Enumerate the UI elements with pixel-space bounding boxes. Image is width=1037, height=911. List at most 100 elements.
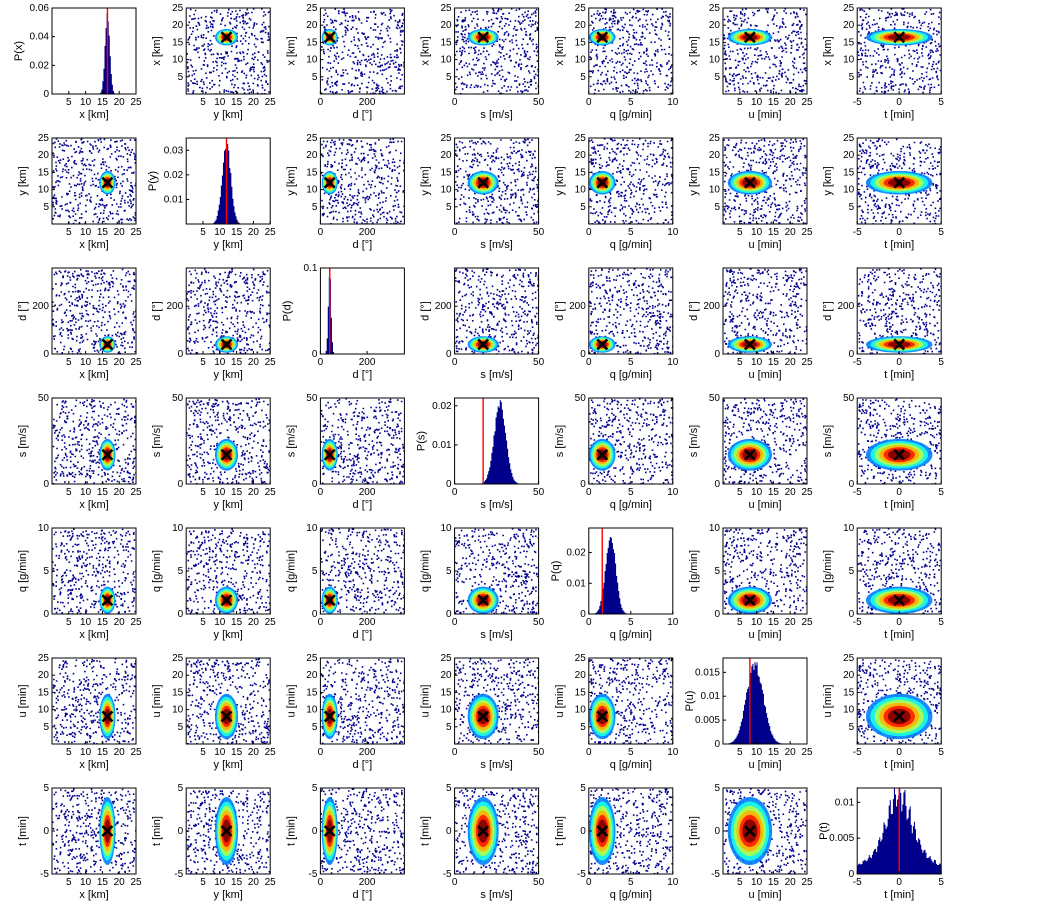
y-tick-label: 5 <box>43 202 49 213</box>
x-tick-label: 10 <box>80 227 92 238</box>
y-tick-label: 0.01 <box>835 797 855 808</box>
y-tick-label: 20 <box>843 150 855 161</box>
y-axis-label: u [min] <box>554 684 566 717</box>
x-axis-label: x [km] <box>79 499 108 511</box>
x-axis-label: t [min] <box>884 239 914 251</box>
x-tick-label: 0 <box>452 747 458 758</box>
truth-marker <box>220 825 233 837</box>
x-tick-label: 10 <box>751 877 763 888</box>
histogram-bars <box>320 277 405 354</box>
y-axis-label: q [g/min] <box>420 550 432 592</box>
y-tick-label: 200 <box>435 301 452 312</box>
truth-marker <box>323 825 336 837</box>
truth-marker <box>323 448 336 461</box>
truth-marker <box>477 710 490 723</box>
x-tick-label: -5 <box>853 747 862 758</box>
x-tick-label: 20 <box>785 227 797 238</box>
x-tick-label: 0 <box>318 97 324 108</box>
truth-marker <box>596 176 609 189</box>
x-tick-label: 0 <box>452 357 458 368</box>
plot-frame <box>319 657 405 745</box>
y-tick-label: -5 <box>443 869 452 880</box>
y-tick-label: 10 <box>843 523 855 534</box>
histogram-bars <box>588 537 673 614</box>
x-tick-label: 15 <box>768 747 780 758</box>
y-tick-label: 5 <box>714 566 720 577</box>
y-tick-label: 15 <box>172 687 184 698</box>
scatter-y-vs-t: 5 10 15 20 25 y [km] -5 0 5 t [min] <box>822 133 944 251</box>
scatter-points <box>454 138 539 224</box>
histogram-bars <box>52 13 136 94</box>
plot-frame <box>454 527 540 615</box>
y-tick-label: 15 <box>306 687 318 698</box>
x-tick-label: 5 <box>628 617 634 628</box>
y-axis-label: q [g/min] <box>17 550 29 592</box>
x-tick-label: 10 <box>80 747 92 758</box>
x-tick-label: 15 <box>231 877 243 888</box>
scatter-points <box>857 398 942 484</box>
x-tick-label: 50 <box>533 617 545 628</box>
plot-frame <box>856 657 942 745</box>
x-tick-label: 15 <box>97 877 109 888</box>
plot-frame <box>722 137 808 225</box>
y-tick-label: -5 <box>711 869 720 880</box>
y-tick-label: 5 <box>178 72 184 83</box>
y-axis-label: s [m/s] <box>554 425 566 457</box>
x-axis-label: d [°] <box>353 499 373 511</box>
y-tick-label: 20 <box>843 670 855 681</box>
y-tick-label: 10 <box>440 185 452 196</box>
y-tick-label: 15 <box>843 687 855 698</box>
x-tick-label: 5 <box>200 617 206 628</box>
x-tick-label: 10 <box>751 227 763 238</box>
y-tick-label: 0 <box>849 869 855 880</box>
y-tick-label: 50 <box>843 393 855 404</box>
plot-frame <box>454 787 540 875</box>
y-tick-label: 0 <box>312 826 318 837</box>
x-tick-label: 15 <box>231 227 243 238</box>
y-tick-label: 0 <box>849 479 855 490</box>
y-tick-label: 15 <box>306 167 318 178</box>
x-axis-label: u [min] <box>748 109 781 121</box>
x-axis-label: x [km] <box>79 629 108 641</box>
x-tick-label: 20 <box>114 487 126 498</box>
truth-marker <box>220 448 233 461</box>
y-tick-label: 50 <box>172 393 184 404</box>
y-tick-label: 5 <box>178 783 184 794</box>
y-tick-label: 5 <box>312 722 318 733</box>
x-tick-label: 10 <box>214 747 226 758</box>
plot-frame <box>185 267 271 355</box>
x-tick-label: 15 <box>97 617 109 628</box>
truth-marker <box>323 594 336 607</box>
plot-frame <box>185 527 271 615</box>
x-tick-label: 10 <box>214 227 226 238</box>
truth-marker <box>220 31 233 44</box>
x-tick-label: 20 <box>785 617 797 628</box>
y-tick-label: 200 <box>703 301 720 312</box>
scatter-points <box>723 398 807 484</box>
scatter-d-vs-y: 0 200 d [°] 5 10 15 20 25 y [km] <box>151 267 277 381</box>
x-tick-label: 5 <box>938 357 944 368</box>
scatter-q-vs-u: 0 5 10 q [g/min] 5 10 15 20 25 u [min] <box>688 523 813 641</box>
x-axis-label: y [km] <box>214 759 243 771</box>
y-tick-label: 5 <box>446 783 452 794</box>
x-tick-label: 5 <box>200 357 206 368</box>
scatter-points <box>723 8 807 94</box>
histogram-bars <box>723 662 807 744</box>
y-tick-label: 25 <box>575 653 587 664</box>
x-tick-label: 200 <box>359 487 376 498</box>
x-tick-label: 25 <box>265 97 277 108</box>
y-axis-label: s [m/s] <box>822 425 834 457</box>
y-tick-label: 10 <box>172 523 184 534</box>
x-tick-label: 15 <box>231 617 243 628</box>
x-tick-label: 25 <box>130 877 142 888</box>
y-tick-label: 10 <box>843 705 855 716</box>
truth-marker <box>477 176 490 189</box>
y-axis-label: t [min] <box>688 816 700 846</box>
y-axis-label: x [km] <box>151 36 163 65</box>
y-tick-label: 0 <box>178 826 184 837</box>
x-tick-label: 25 <box>265 357 277 368</box>
y-tick-label: 15 <box>575 167 587 178</box>
x-tick-label: 10 <box>214 487 226 498</box>
x-tick-label: 5 <box>66 877 72 888</box>
